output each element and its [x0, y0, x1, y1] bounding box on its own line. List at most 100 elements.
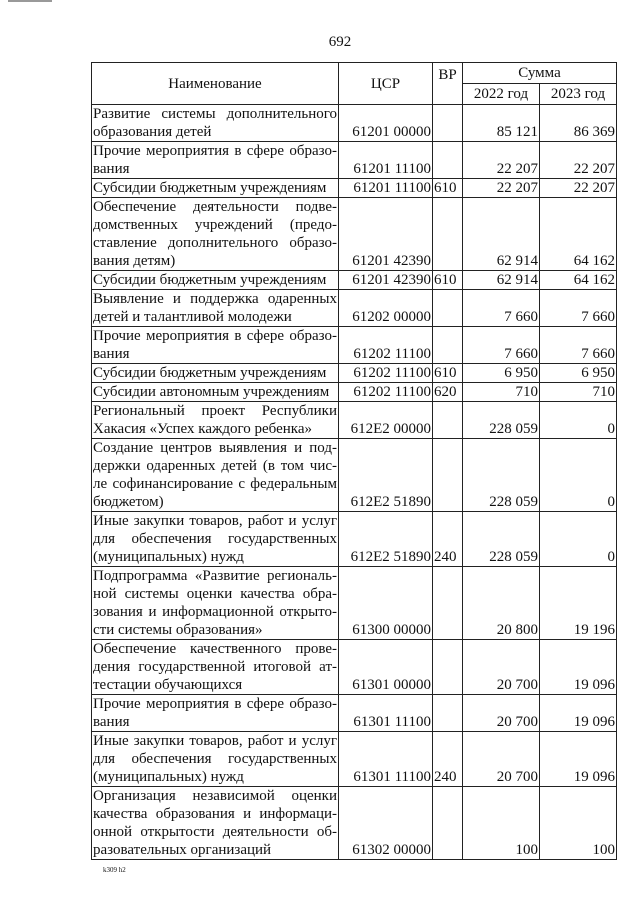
name-line: Субсидии бюджетным учреждениям: [93, 180, 327, 196]
cell-2022: 7 660: [462, 326, 540, 364]
name-line: Прочие мероприятия в сфере образо-: [93, 328, 337, 344]
name-line: Прочие мероприятия в сфере образо-: [93, 143, 337, 159]
cell-2022: 20 700: [462, 639, 540, 695]
cell-name: Прочие мероприятия в сфере образо-вания: [91, 694, 339, 732]
cell-2022: 22 207: [462, 141, 540, 179]
cell-vr: [432, 141, 463, 179]
cell-2022: 62 914: [462, 270, 540, 290]
name-line: Иные закупки товаров, работ и услуг: [93, 513, 337, 529]
cell-2023: 7 660: [539, 326, 617, 364]
cell-2022: 228 059: [462, 438, 540, 512]
table-row: Субсидии бюджетным учреждениям 61202 1110…: [91, 363, 617, 383]
table-row: Субсидии бюджетным учреждениям 61201 1110…: [91, 178, 617, 198]
name-line: качества образования и информаци-: [93, 806, 337, 822]
cell-2022: 6 950: [462, 363, 540, 383]
cell-vr: [432, 694, 463, 732]
cell-vr: [432, 566, 463, 640]
cell-csr: 612E2 00000: [338, 401, 433, 439]
cell-vr: [432, 197, 463, 271]
scan-mark: [8, 0, 52, 2]
cell-csr: 61202 11100: [338, 363, 433, 383]
cell-name: Обеспечение деятельности подве-домственн…: [91, 197, 339, 271]
cell-csr: 61201 11100: [338, 141, 433, 179]
cell-2023: 22 207: [539, 178, 617, 198]
cell-2023: 19 096: [539, 639, 617, 695]
name-line: (муниципальных) нужд: [93, 769, 244, 785]
cell-2022: 100: [462, 786, 540, 860]
cell-2022: 710: [462, 382, 540, 402]
header-year-2022: 2022 год: [462, 83, 540, 105]
table-row: Прочие мероприятия в сфере образо-вания 6…: [91, 326, 617, 364]
table-row: Прочие мероприятия в сфере образо-вания 6…: [91, 141, 617, 179]
name-line: Иные закупки товаров, работ и услуг: [93, 733, 337, 749]
cell-vr: [432, 438, 463, 512]
cell-2023: 19 096: [539, 731, 617, 787]
cell-csr: 61202 11100: [338, 382, 433, 402]
name-line: вания: [93, 714, 130, 730]
name-line: бюджетом): [93, 494, 164, 510]
header-vr: ВР: [432, 62, 463, 105]
name-line: для обеспечения государственных: [93, 751, 337, 767]
name-line: образования детей: [93, 124, 212, 140]
name-line: вания: [93, 161, 130, 177]
name-line: вания детям): [93, 253, 176, 269]
cell-vr: [432, 786, 463, 860]
budget-table: Наименование ЦСР ВР Сумма 2022 год 2023 …: [91, 62, 617, 860]
cell-2023: 7 660: [539, 289, 617, 327]
name-line: зования и информационной открыто-: [93, 604, 337, 620]
header-sum: Сумма: [462, 62, 617, 84]
table-row: Прочие мероприятия в сфере образо-вания 6…: [91, 694, 617, 732]
cell-2023: 19 196: [539, 566, 617, 640]
table-row: Создание центров выявления и под-держки …: [91, 438, 617, 512]
cell-name: Создание центров выявления и под-держки …: [91, 438, 339, 512]
cell-csr: 61201 00000: [338, 104, 433, 142]
cell-2022: 62 914: [462, 197, 540, 271]
cell-csr: 612E2 51890: [338, 511, 433, 567]
cell-csr: 61302 00000: [338, 786, 433, 860]
cell-2022: 20 800: [462, 566, 540, 640]
name-line: Развитие системы дополнительного: [93, 106, 337, 122]
name-line: Обеспечение деятельности подве-: [93, 199, 337, 215]
cell-2022: 22 207: [462, 178, 540, 198]
cell-vr: 610: [432, 178, 463, 198]
cell-2022: 228 059: [462, 511, 540, 567]
cell-name: Обеспечение качественного прове-дения го…: [91, 639, 339, 695]
cell-name: Субсидии бюджетным учреждениям: [91, 178, 339, 198]
cell-2023: 6 950: [539, 363, 617, 383]
name-line: для обеспечения государственных: [93, 531, 337, 547]
table-row: Иные закупки товаров, работ и услуг для о…: [91, 511, 617, 567]
cell-vr: [432, 289, 463, 327]
cell-name: Прочие мероприятия в сфере образо-вания: [91, 326, 339, 364]
cell-csr: 61301 11100: [338, 731, 433, 787]
cell-2023: 64 162: [539, 270, 617, 290]
name-line: Организация независимой оценки: [93, 788, 337, 804]
header-name: Наименование: [91, 62, 339, 105]
name-line: дения государственной итоговой ат-: [93, 659, 337, 675]
table-row: Выявление и поддержка одаренных детей и т…: [91, 289, 617, 327]
cell-csr: 61301 11100: [338, 694, 433, 732]
cell-name: Выявление и поддержка одаренных детей и т…: [91, 289, 339, 327]
cell-2022: 20 700: [462, 731, 540, 787]
cell-csr: 612E2 51890: [338, 438, 433, 512]
name-line: Выявление и поддержка одаренных: [93, 291, 337, 307]
name-line: держки одаренных детей (в том чис-: [93, 458, 337, 474]
header-year-2023: 2023 год: [539, 83, 617, 105]
table-row: Обеспечение качественного прове-дения го…: [91, 639, 617, 695]
name-line: онной открытости деятельности об-: [93, 824, 337, 840]
footer-code: k309 h2: [103, 866, 126, 874]
cell-name: Прочие мероприятия в сфере образо-вания: [91, 141, 339, 179]
page-number: 692: [328, 34, 352, 50]
cell-name: Организация независимой оценки качества о…: [91, 786, 339, 860]
table-row: Развитие системы дополнительного образова…: [91, 104, 617, 142]
table-row: Иные закупки товаров, работ и услуг для о…: [91, 731, 617, 787]
cell-csr: 61300 00000: [338, 566, 433, 640]
name-line: домственных учреждений (предо-: [93, 217, 337, 233]
table-row: Организация независимой оценки качества о…: [91, 786, 617, 860]
name-line: тестации обучающихся: [93, 677, 243, 693]
cell-2023: 0: [539, 438, 617, 512]
cell-name: Иные закупки товаров, работ и услуг для о…: [91, 731, 339, 787]
table-row: Субсидии автономным учреждениям 61202 111…: [91, 382, 617, 402]
name-line: сти системы образования»: [93, 622, 263, 638]
cell-2023: 100: [539, 786, 617, 860]
name-line: Хакасия «Успех каждого ребенка»: [93, 421, 312, 437]
